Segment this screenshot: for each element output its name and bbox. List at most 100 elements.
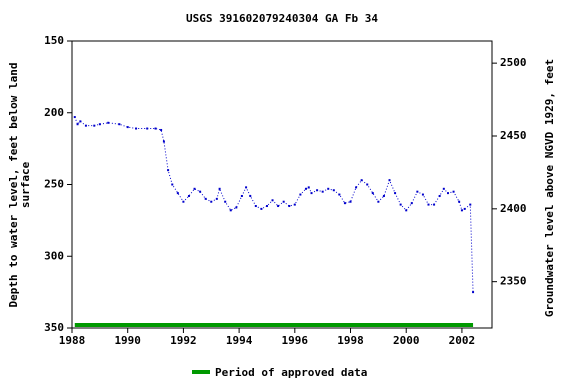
data-point	[176, 192, 179, 195]
data-point	[93, 124, 96, 127]
data-point	[452, 190, 455, 193]
x-tick-label: 1990	[114, 334, 141, 347]
chart-title: USGS 391602079240304 GA Fb 34	[186, 12, 378, 25]
data-point	[338, 193, 341, 196]
data-point	[254, 205, 257, 208]
data-point	[76, 123, 79, 126]
data-point	[307, 186, 310, 189]
data-point	[240, 194, 243, 197]
x-tick-label: 1988	[59, 334, 86, 347]
data-point	[460, 209, 463, 212]
data-point	[224, 200, 227, 203]
data-point	[154, 127, 157, 130]
y2-tick-label: 2500	[500, 56, 527, 69]
data-point	[288, 205, 291, 208]
y-tick-label: 200	[44, 106, 64, 119]
data-point	[84, 124, 87, 127]
data-point	[442, 187, 445, 190]
data-point	[366, 183, 369, 186]
data-point	[304, 187, 307, 190]
data-point	[458, 200, 461, 203]
data-point	[332, 189, 335, 192]
data-point	[79, 120, 82, 123]
y-tick-label: 250	[44, 178, 64, 191]
y2-tick-label: 2350	[500, 275, 527, 288]
data-point	[118, 123, 121, 126]
data-point	[167, 169, 170, 172]
data-point	[171, 183, 174, 186]
data-point	[472, 291, 475, 294]
data-point	[229, 209, 232, 212]
y-tick-label: 350	[44, 321, 64, 334]
x-tick-label: 1996	[282, 334, 309, 347]
y-axis-label: surface	[19, 161, 32, 208]
x-tick-label: 2002	[449, 334, 476, 347]
series-line	[74, 116, 474, 293]
data-point	[126, 126, 129, 129]
plot-frame	[71, 40, 493, 329]
data-point	[316, 189, 319, 192]
data-point	[199, 190, 202, 193]
x-tick-label: 2000	[393, 334, 420, 347]
data-point	[73, 116, 76, 119]
data-point	[193, 187, 196, 190]
data-point	[469, 203, 472, 206]
y-tick-label: 150	[44, 34, 64, 47]
data-point	[235, 206, 238, 209]
data-point	[399, 203, 402, 206]
data-point	[382, 194, 385, 197]
y-axis-label: Depth to water level, feet below land	[7, 62, 20, 307]
data-point	[388, 179, 391, 182]
x-tick-label: 1998	[337, 334, 364, 347]
data-point	[98, 123, 101, 126]
data-point	[371, 192, 374, 195]
y2-axis-label: Groundwater level above NGVD 1929, feet	[543, 59, 556, 317]
legend-swatch	[192, 370, 210, 374]
data-point	[204, 197, 207, 200]
data-point	[349, 200, 352, 203]
data-point	[282, 200, 285, 203]
data-point	[299, 193, 302, 196]
data-point	[135, 127, 138, 130]
data-point	[160, 128, 163, 131]
data-point	[343, 202, 346, 205]
x-tick-label: 1992	[170, 334, 197, 347]
data-point	[260, 207, 263, 210]
data-point	[321, 190, 324, 193]
data-point	[265, 205, 268, 208]
data-point	[245, 186, 248, 189]
data-point	[162, 140, 165, 143]
data-point	[187, 194, 190, 197]
data-point	[405, 209, 408, 212]
data-point	[427, 203, 430, 206]
legend-label: Period of approved data	[215, 366, 367, 379]
data-point	[463, 207, 466, 210]
x-tick-label: 1994	[226, 334, 253, 347]
y-tick-label: 300	[44, 249, 64, 262]
data-point	[394, 192, 397, 195]
approved-period	[74, 323, 474, 327]
data-point	[421, 193, 424, 196]
data-point	[107, 121, 110, 124]
data-point	[377, 200, 380, 203]
data-point	[293, 203, 296, 206]
data-point	[182, 200, 185, 203]
data-point	[218, 187, 221, 190]
data-point	[416, 190, 419, 193]
data-point	[355, 186, 358, 189]
data-point	[438, 194, 441, 197]
data-point	[310, 192, 313, 195]
data-point	[433, 203, 436, 206]
data-point	[410, 202, 413, 205]
y2-tick-label: 2400	[500, 202, 527, 215]
data-point	[277, 205, 280, 208]
data-point	[210, 200, 213, 203]
data-point	[271, 199, 274, 202]
data-point	[327, 187, 330, 190]
data-point	[146, 127, 149, 130]
y2-tick-label: 2450	[500, 129, 527, 142]
data-point	[446, 192, 449, 195]
data-point	[360, 179, 363, 182]
data-point	[249, 194, 252, 197]
